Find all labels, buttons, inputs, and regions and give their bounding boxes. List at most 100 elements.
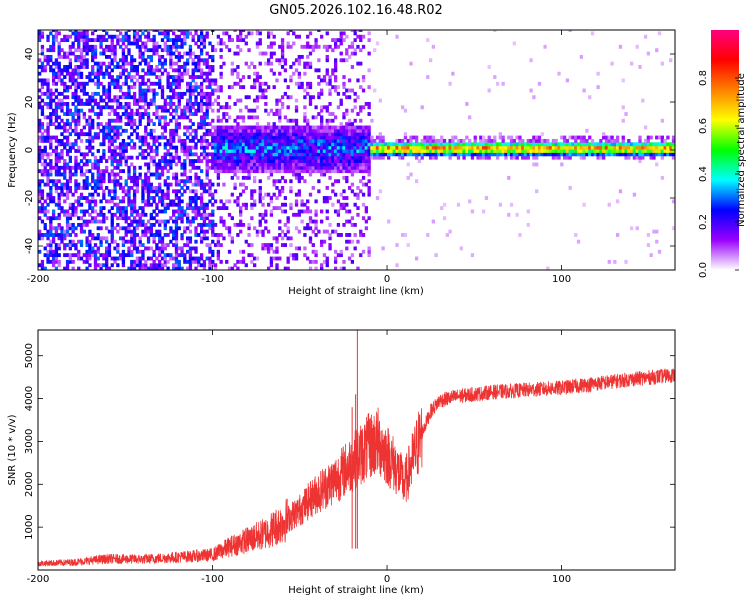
heatmap-cell bbox=[208, 95, 212, 100]
heatmap-cell bbox=[213, 128, 218, 133]
heatmap-cell bbox=[51, 41, 56, 46]
heatmap-cell bbox=[197, 102, 201, 106]
heatmap-cell bbox=[289, 138, 293, 143]
heatmap-cell bbox=[60, 206, 64, 211]
heatmap-cell bbox=[342, 81, 346, 86]
heatmap-cell bbox=[333, 256, 338, 261]
heatmap-cell bbox=[261, 81, 265, 86]
heatmap-cell bbox=[51, 44, 56, 49]
heatmap-cell bbox=[498, 145, 503, 150]
heatmap-cell bbox=[568, 135, 572, 140]
heatmap-cell bbox=[328, 165, 332, 170]
heatmap-cell bbox=[99, 44, 103, 49]
heatmap-cell bbox=[188, 229, 193, 234]
heatmap-cell bbox=[219, 118, 223, 123]
heatmap-cell bbox=[342, 31, 346, 36]
heatmap-cell bbox=[54, 152, 59, 157]
heatmap-cell bbox=[225, 105, 229, 110]
heatmap-cell bbox=[132, 165, 137, 170]
heatmap-cell bbox=[359, 189, 363, 194]
heatmap-cell bbox=[158, 189, 162, 194]
heatmap-cell bbox=[60, 132, 64, 137]
heatmap-cell bbox=[484, 142, 489, 147]
heatmap-cell bbox=[205, 162, 209, 167]
heatmap-cell bbox=[359, 105, 363, 110]
heatmap-cell bbox=[183, 112, 187, 116]
heatmap-cell bbox=[264, 192, 268, 197]
heatmap-cell bbox=[551, 155, 556, 160]
heatmap-cell bbox=[333, 85, 338, 90]
heatmap-cell bbox=[437, 152, 441, 157]
heatmap-cell bbox=[342, 145, 346, 150]
heatmap-cell bbox=[141, 179, 145, 184]
heatmap-cell bbox=[278, 138, 282, 143]
heatmap-cell bbox=[199, 102, 204, 106]
heatmap-cell bbox=[172, 175, 176, 180]
heatmap-cell bbox=[138, 112, 142, 116]
heatmap-cell bbox=[105, 68, 109, 73]
heatmap-cell bbox=[38, 34, 42, 39]
heatmap-cell bbox=[110, 222, 114, 227]
heatmap-cells bbox=[38, 30, 675, 270]
heatmap-cell bbox=[308, 236, 313, 241]
heatmap-cell bbox=[138, 212, 142, 217]
heatmap-cell bbox=[124, 91, 128, 96]
heatmap-cell bbox=[297, 142, 301, 147]
heatmap-cell bbox=[582, 155, 586, 160]
heatmap-cell bbox=[141, 212, 145, 217]
heatmap-cell bbox=[342, 115, 346, 120]
heatmap-cell bbox=[163, 162, 167, 167]
heatmap-cell bbox=[46, 78, 50, 83]
heatmap-cell bbox=[359, 152, 363, 157]
heatmap-cell bbox=[174, 152, 179, 157]
heatmap-cell bbox=[423, 135, 427, 140]
heatmap-cell bbox=[194, 229, 198, 234]
heatmap-cell bbox=[177, 202, 181, 207]
heatmap-cell bbox=[333, 145, 338, 150]
heatmap-cell bbox=[657, 249, 662, 254]
heatmap-cell bbox=[303, 128, 307, 133]
heatmap-cell bbox=[431, 152, 436, 157]
heatmap-cell bbox=[278, 189, 282, 194]
heatmap-cell bbox=[286, 236, 290, 241]
heatmap-cell bbox=[250, 132, 254, 137]
heatmap-cell bbox=[107, 122, 112, 127]
heatmap-cell bbox=[627, 145, 631, 150]
heatmap-cell bbox=[116, 115, 120, 120]
heatmap-cell bbox=[331, 132, 335, 137]
heatmap-cell bbox=[40, 263, 45, 268]
heatmap-cell bbox=[345, 152, 349, 157]
heatmap-cell bbox=[88, 142, 92, 147]
heatmap-cell bbox=[258, 165, 262, 170]
heatmap-cell bbox=[294, 108, 299, 113]
heatmap-cell bbox=[68, 65, 73, 69]
heatmap-cell bbox=[180, 172, 184, 177]
heatmap-cell bbox=[46, 202, 50, 207]
heatmap-cell bbox=[297, 128, 301, 133]
heatmap-cell bbox=[253, 159, 257, 163]
heatmap-cell bbox=[509, 142, 514, 147]
heatmap-cell bbox=[177, 182, 181, 187]
heatmap-cell bbox=[582, 145, 586, 150]
heatmap-cell bbox=[311, 149, 315, 153]
heatmap-cell bbox=[102, 91, 106, 96]
heatmap-cell bbox=[308, 239, 313, 244]
heatmap-cell bbox=[163, 61, 167, 66]
heatmap-cell bbox=[509, 152, 514, 157]
heatmap-cell bbox=[356, 112, 360, 116]
heatmap-cell bbox=[40, 105, 45, 110]
heatmap-cell bbox=[202, 132, 207, 137]
heatmap-cell bbox=[79, 128, 84, 133]
heatmap-cell bbox=[71, 44, 75, 49]
heatmap-cell bbox=[54, 246, 59, 251]
heatmap-cell bbox=[79, 209, 84, 214]
heatmap-cell bbox=[292, 159, 296, 163]
heatmap-cell bbox=[239, 159, 243, 163]
heatmap-cell bbox=[222, 145, 226, 150]
heatmap-cell bbox=[250, 85, 254, 90]
heatmap-cell bbox=[557, 152, 561, 157]
heatmap-cell bbox=[428, 152, 433, 157]
heatmap-cell bbox=[236, 122, 240, 127]
heatmap-cell bbox=[160, 91, 165, 96]
heatmap-cell bbox=[247, 48, 251, 53]
